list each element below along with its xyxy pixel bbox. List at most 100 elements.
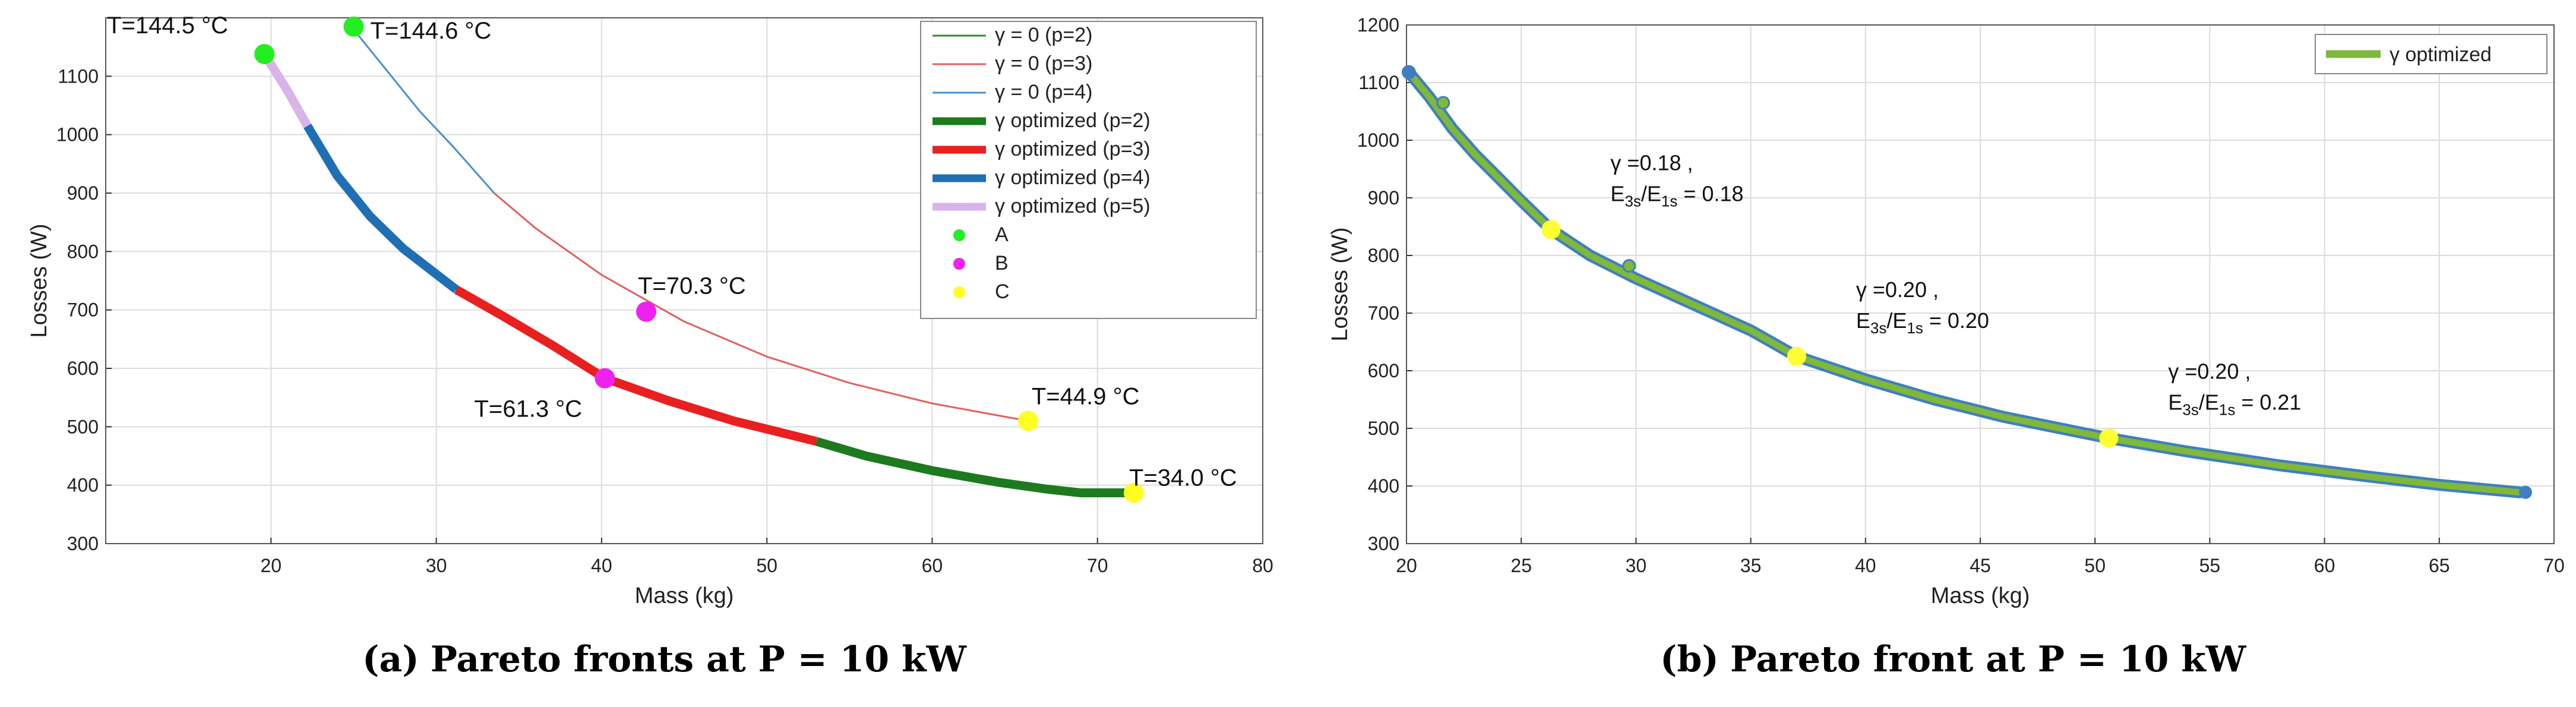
y-tick-label: 900 — [1368, 187, 1399, 209]
legend-label: γ optimized (p=5) — [995, 195, 1150, 217]
caption-a: (a) Pareto fronts at P = 10 kW — [362, 639, 966, 680]
series-line--optimized-p-4- — [304, 124, 459, 293]
ratio-text: /E — [2199, 390, 2219, 414]
caption-a-text: Pareto fronts at P = 10 kW — [430, 639, 966, 680]
caption-b: (b) Pareto front at P = 10 kW — [1660, 639, 2246, 680]
y-tick-label: 700 — [1368, 302, 1399, 324]
temperature-annotation: T=144.6 °C — [370, 18, 491, 44]
legend-label: γ = 0 (p=3) — [995, 52, 1092, 75]
outlier-point — [1622, 258, 1636, 273]
series-end-point — [2519, 485, 2533, 499]
y-tick-label: 800 — [67, 241, 99, 262]
ratio-subscript: 3s — [2182, 400, 2198, 418]
x-tick-label: 25 — [1510, 555, 1532, 576]
legend-label: γ optimized (p=2) — [995, 109, 1150, 132]
marker-point-a — [343, 16, 364, 37]
ratio-subscript: 1s — [1907, 319, 1923, 337]
outlier-point — [1436, 96, 1450, 110]
ratio-text: E — [1856, 308, 1870, 333]
x-tick-label: 80 — [1252, 555, 1273, 576]
gamma-annotation: γ =0.20 , — [2168, 359, 2251, 383]
marker-point-c — [1017, 411, 1038, 431]
y-tick-label: 500 — [67, 416, 99, 437]
gamma-annotation: γ =0.20 , — [1856, 277, 1939, 302]
temperature-annotation: T=61.3 °C — [474, 396, 582, 422]
plot-frame — [1406, 24, 2555, 544]
temperature-annotation: T=70.3 °C — [638, 273, 746, 299]
y-tick-label: 800 — [1368, 245, 1399, 266]
series-line--optimized-p-5- — [260, 52, 312, 128]
legend-box — [920, 21, 1257, 319]
y-tick-label: 1100 — [58, 65, 99, 87]
x-tick-label: 65 — [2429, 555, 2450, 576]
temperature-annotation: T=34.0 °C — [1129, 465, 1237, 491]
x-tick-label: 35 — [1740, 555, 1762, 576]
y-tick-label: 700 — [67, 299, 99, 321]
chart-panel-a: 20 30 40 50 60 70 80 300 400 500 600 700 800 900 1000 1… — [27, 12, 1273, 608]
x-tick-label: 30 — [1626, 555, 1647, 576]
legend-label: γ optimized (p=4) — [995, 166, 1150, 189]
series-line--optimized-p-2- — [815, 437, 1134, 497]
y-axis-label: Losses (W) — [1327, 227, 1352, 341]
ratio-text: /E — [1641, 181, 1661, 206]
y-tick-label: 300 — [67, 533, 99, 554]
series-line-gamma-optimized — [1405, 69, 2523, 496]
marker-point-c — [2099, 428, 2119, 448]
x-tick-label: 70 — [1087, 555, 1108, 576]
legend-label: γ optimized — [2389, 43, 2492, 66]
series-line--0-p-3- — [494, 192, 1029, 422]
caption-b-text: Pareto front at P = 10 kW — [1730, 639, 2246, 680]
x-tick-label: 45 — [1970, 555, 1991, 576]
legend-label: γ = 0 (p=2) — [995, 24, 1092, 46]
x-tick-label: 20 — [260, 555, 282, 576]
ratio-annotation: E3s/E1s = 0.18 — [1610, 181, 1743, 210]
legend-marker-swatch — [953, 258, 965, 270]
legend-label: A — [995, 223, 1009, 246]
marker-point-b — [595, 368, 615, 389]
marker-point-c — [1787, 346, 1806, 366]
marker-point-c — [1123, 482, 1144, 503]
ratio-subscript: 1s — [1661, 192, 1677, 210]
x-tick-label: 20 — [1396, 555, 1417, 576]
legend-label: γ = 0 (p=4) — [995, 81, 1092, 103]
ratio-text: E — [1610, 181, 1624, 206]
y-tick-label: 600 — [1368, 360, 1399, 381]
ratio-text: E — [2168, 390, 2182, 414]
x-tick-label: 50 — [2084, 555, 2106, 576]
gamma-annotation: γ =0.18 , — [1610, 150, 1693, 175]
ratio-text: = 0.20 — [1923, 308, 1989, 333]
y-tick-label: 500 — [1368, 418, 1399, 439]
caption-b-label: (b) — [1660, 639, 1719, 680]
y-tick-label: 400 — [67, 475, 99, 496]
ratio-subscript: 3s — [1624, 192, 1641, 210]
x-tick-label: 60 — [922, 555, 943, 576]
y-tick-label: 1100 — [1358, 72, 1399, 93]
x-tick-label: 40 — [1855, 555, 1876, 576]
plot-frame — [105, 17, 1263, 544]
y-tick-label: 300 — [1368, 533, 1399, 554]
temperature-annotation: T=44.9 °C — [1032, 384, 1140, 410]
chart-panel-b: 20 25 30 35 40 45 50 55 60 65 70 300 400 500 600 700 800… — [1327, 14, 2565, 608]
x-tick-label: 70 — [2543, 555, 2565, 576]
y-tick-label: 900 — [67, 182, 99, 204]
series-end-point — [1401, 65, 1416, 80]
x-axis-label: Mass (kg) — [1931, 583, 2030, 608]
y-axis-label: Losses (W) — [27, 223, 52, 337]
x-tick-label: 40 — [591, 555, 612, 576]
y-tick-label: 1200 — [1357, 14, 1399, 36]
marker-point-a — [254, 43, 275, 64]
legend-label: C — [995, 280, 1010, 303]
marker-point-c — [1541, 220, 1561, 239]
legend-marker-swatch — [953, 229, 965, 241]
legend-label: B — [995, 252, 1009, 274]
ratio-subscript: 3s — [1870, 319, 1886, 337]
ratio-annotation: E3s/E1s = 0.21 — [2168, 390, 2301, 418]
x-tick-label: 60 — [2314, 555, 2335, 576]
figure: 20 30 40 50 60 70 80 300 400 500 600 700 800 900 1000 1… — [27, 12, 2565, 608]
x-tick-label: 50 — [756, 555, 777, 576]
legend-marker-swatch — [953, 286, 965, 298]
x-tick-label: 55 — [2199, 555, 2221, 576]
ratio-text: = 0.21 — [2235, 390, 2301, 414]
series-line--0-p-4- — [353, 29, 495, 194]
y-tick-label: 600 — [67, 358, 99, 379]
